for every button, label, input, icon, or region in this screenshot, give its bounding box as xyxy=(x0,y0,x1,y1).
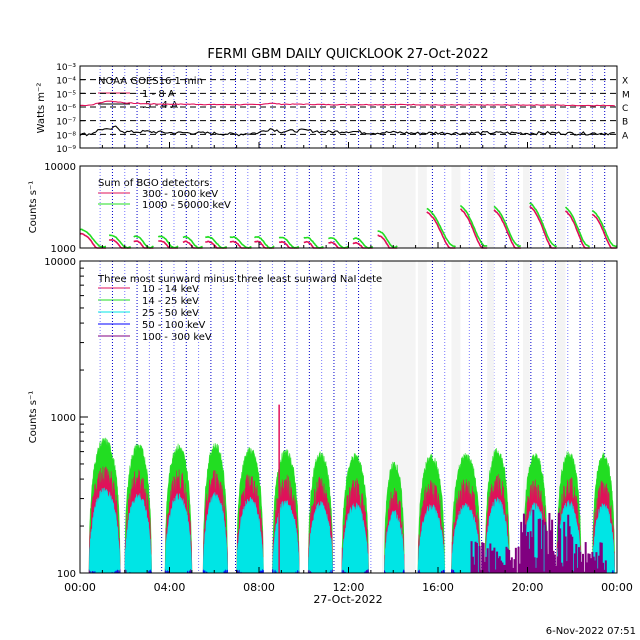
nai-series-3-hump xyxy=(417,503,445,574)
nai-series-3-hump xyxy=(451,502,481,574)
goes-legend-label-2: .5 - 4 A xyxy=(142,100,178,111)
x-tick-label: 00:00 xyxy=(64,581,96,594)
x-tick-label: 00:00 xyxy=(601,581,633,594)
nai-legend-label-2: 14 - 25 keV xyxy=(142,296,199,307)
bgo-series-2-orbit xyxy=(79,228,107,249)
nai-saa-band xyxy=(556,261,566,573)
nai-saa-band xyxy=(451,261,461,573)
nai-series-3-hump xyxy=(88,487,121,574)
nai-series-3-hump xyxy=(308,500,334,574)
bgo-series-2-orbit xyxy=(459,204,488,247)
nai-series-3-hump xyxy=(384,510,405,574)
goes-series-1 xyxy=(79,100,615,107)
nai-legend-label-3: 25 - 50 keV xyxy=(142,308,199,319)
nai-ylabel: Counts s⁻¹ xyxy=(28,391,39,444)
x-tick-label: 16:00 xyxy=(422,581,454,594)
bgo-series-2-orbit xyxy=(564,206,590,248)
nai-y-tick-label: 10000 xyxy=(44,257,76,268)
flare-class-label-B: B xyxy=(622,118,628,128)
flare-class-label-C: C xyxy=(622,104,628,114)
goes-y-tick-label: 10⁻⁶ xyxy=(56,104,76,114)
x-date-label: 27-Oct-2022 xyxy=(313,593,382,606)
goes-y-tick-label: 10⁻⁷ xyxy=(56,118,76,128)
goes-legend-title: NOAA GOES16 1 min xyxy=(98,76,203,87)
goes-y-tick-label: 10⁻⁸ xyxy=(56,131,76,141)
bgo-legend-label-1: 300 - 1000 keV xyxy=(142,189,218,200)
goes-y-tick-label: 10⁻⁵ xyxy=(56,90,76,100)
flare-class-label-X: X xyxy=(622,77,628,87)
nai-series-3-hump xyxy=(202,492,228,574)
goes-ylabel: Watts m⁻² xyxy=(36,83,47,134)
nai-y-tick-label: 100 xyxy=(57,569,76,580)
nai-saa-band xyxy=(487,261,494,573)
bgo-saa-band xyxy=(487,166,494,248)
bgo-series-2-orbit xyxy=(529,202,558,248)
bgo-series-2-orbit xyxy=(591,209,617,248)
nai-panel: Counts s⁻¹ Three most sunward minus thre… xyxy=(28,257,618,580)
bgo-ylabel: Counts s⁻¹ xyxy=(28,181,39,234)
nai-saa-band xyxy=(523,261,530,573)
x-tick-label: 04:00 xyxy=(154,581,186,594)
nai-legend-label-4: 50 - 100 keV xyxy=(142,320,206,331)
bgo-y-tick-label: 10000 xyxy=(44,162,76,173)
goes-y-tick-label: 10⁻⁹ xyxy=(56,145,76,155)
bgo-series-2-orbit xyxy=(377,230,398,249)
goes-series-2 xyxy=(79,125,615,137)
nai-series-3-hump xyxy=(236,496,264,574)
bgo-series-2-orbit xyxy=(426,207,456,248)
goes-y-tick-label: 10⁻⁴ xyxy=(56,77,76,87)
nai-legend-label-5: 100 - 300 keV xyxy=(142,332,212,343)
figure-title: FERMI GBM DAILY QUICKLOOK 27-Oct-2022 xyxy=(207,47,488,62)
nai-series-3-hump xyxy=(341,502,369,574)
nai-series-3-hump xyxy=(124,493,152,574)
bgo-saa-band xyxy=(417,166,427,248)
bgo-saa-band xyxy=(523,166,530,248)
bgo-series-2-orbit xyxy=(303,236,324,249)
bgo-legend-title: Sum of BGO detectors xyxy=(98,178,209,189)
bgo-saa-band xyxy=(382,166,416,248)
nai-saa-band xyxy=(417,261,427,573)
bgo-saa-band xyxy=(451,166,461,248)
footer-timestamp: 6-Nov-2022 07:51 xyxy=(546,626,636,637)
goes-legend-label-1: 1 - 8 A xyxy=(142,89,175,100)
x-tick-label: 20:00 xyxy=(512,581,544,594)
nai-legend-title: Three most sunward minus three least sun… xyxy=(97,274,407,285)
flare-class-label-M: M xyxy=(622,90,630,100)
x-tick-label: 08:00 xyxy=(243,581,275,594)
x-tick-label: 12:00 xyxy=(333,581,365,594)
nai-series-3-hump xyxy=(592,503,616,574)
bgo-panel: Counts s⁻¹ Sum of BGO detectors 300 - 10… xyxy=(28,162,618,255)
bgo-saa-band xyxy=(556,166,566,248)
goes-y-tick-label: 10⁻³ xyxy=(56,63,76,73)
bgo-y-tick-label: 1000 xyxy=(51,244,76,255)
nai-y-tick-label: 1000 xyxy=(51,413,76,424)
nai-series-3-hump xyxy=(164,493,193,574)
goes-panel: Watts m⁻² NOAA GOES16 1 min 1 - 8 A .5 -… xyxy=(36,63,630,155)
bgo-series-2-orbit xyxy=(493,205,521,248)
nai-legend-label-1: 10 - 14 keV xyxy=(142,284,199,295)
flare-class-label-A: A xyxy=(622,131,629,141)
